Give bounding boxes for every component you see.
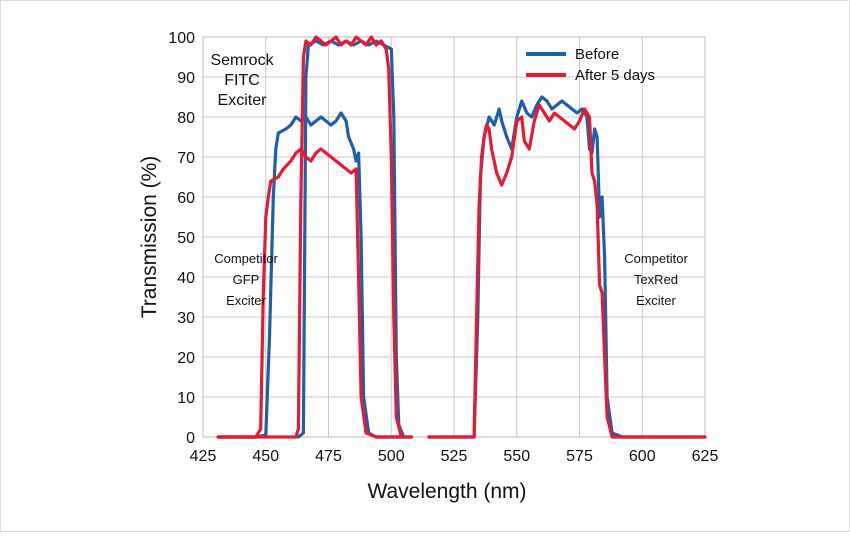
x-tick-label-500: 500 [378, 448, 405, 465]
annotation-semrock-line-3: Exciter [218, 92, 268, 109]
x-tick-label-450: 450 [252, 448, 279, 465]
y-tick-label-70: 70 [177, 150, 195, 167]
x-tick-label-525: 525 [441, 448, 468, 465]
annotation-gfp-line-1: Competitor [214, 251, 278, 266]
annotation-semrock: Semrock FITC Exciter [210, 52, 274, 109]
annotation-texred-line-3: Exciter [636, 293, 676, 308]
y-tick-label-80: 80 [177, 110, 195, 127]
grid [202, 36, 706, 438]
annotation-texred: Competitor TexRed Exciter [624, 251, 688, 308]
y-tick-label-90: 90 [177, 70, 195, 87]
series-lines [216, 35, 707, 439]
y-axis-title: Transmission (%) [138, 156, 161, 319]
y-tick-label-50: 50 [177, 230, 195, 247]
annotation-texred-line-2: TexRed [634, 272, 678, 287]
legend: Before After 5 days [526, 46, 655, 84]
legend-label-before: Before [575, 46, 619, 63]
x-axis-title: Wavelength (nm) [367, 480, 526, 503]
x-ticks: 425 450 475 500 525 550 575 600 625 [190, 448, 719, 465]
y-tick-label-60: 60 [177, 190, 195, 207]
y-tick-label-20: 20 [177, 350, 195, 367]
x-tick-label-600: 600 [629, 448, 656, 465]
x-tick-label-425: 425 [190, 448, 217, 465]
series-1-segment-2 [427, 103, 707, 439]
x-tick-label-475: 475 [315, 448, 342, 465]
annotation-gfp-line-3: Exciter [226, 293, 266, 308]
series-0-segment-0 [216, 111, 406, 439]
annotation-semrock-line-1: Semrock [210, 52, 274, 69]
legend-label-after: After 5 days [575, 67, 655, 84]
y-ticks: 0 10 20 30 40 50 60 70 80 90 100 [168, 30, 195, 447]
annotation-texred-line-1: Competitor [624, 251, 688, 266]
y-tick-label-100: 100 [168, 30, 195, 47]
y-tick-label-0: 0 [186, 430, 195, 447]
series-0-segment-2 [427, 95, 707, 439]
series-1-segment-0 [216, 147, 406, 439]
y-tick-label-10: 10 [177, 390, 195, 407]
annotation-gfp-line-2: GFP [233, 272, 260, 287]
annotation-gfp: Competitor GFP Exciter [214, 251, 278, 308]
annotation-semrock-line-2: FITC [224, 72, 260, 89]
x-tick-label-575: 575 [566, 448, 593, 465]
y-tick-label-30: 30 [177, 310, 195, 327]
y-tick-label-40: 40 [177, 270, 195, 287]
x-tick-label-625: 625 [692, 448, 719, 465]
x-tick-label-550: 550 [503, 448, 530, 465]
series-1-segment-1 [216, 35, 413, 439]
